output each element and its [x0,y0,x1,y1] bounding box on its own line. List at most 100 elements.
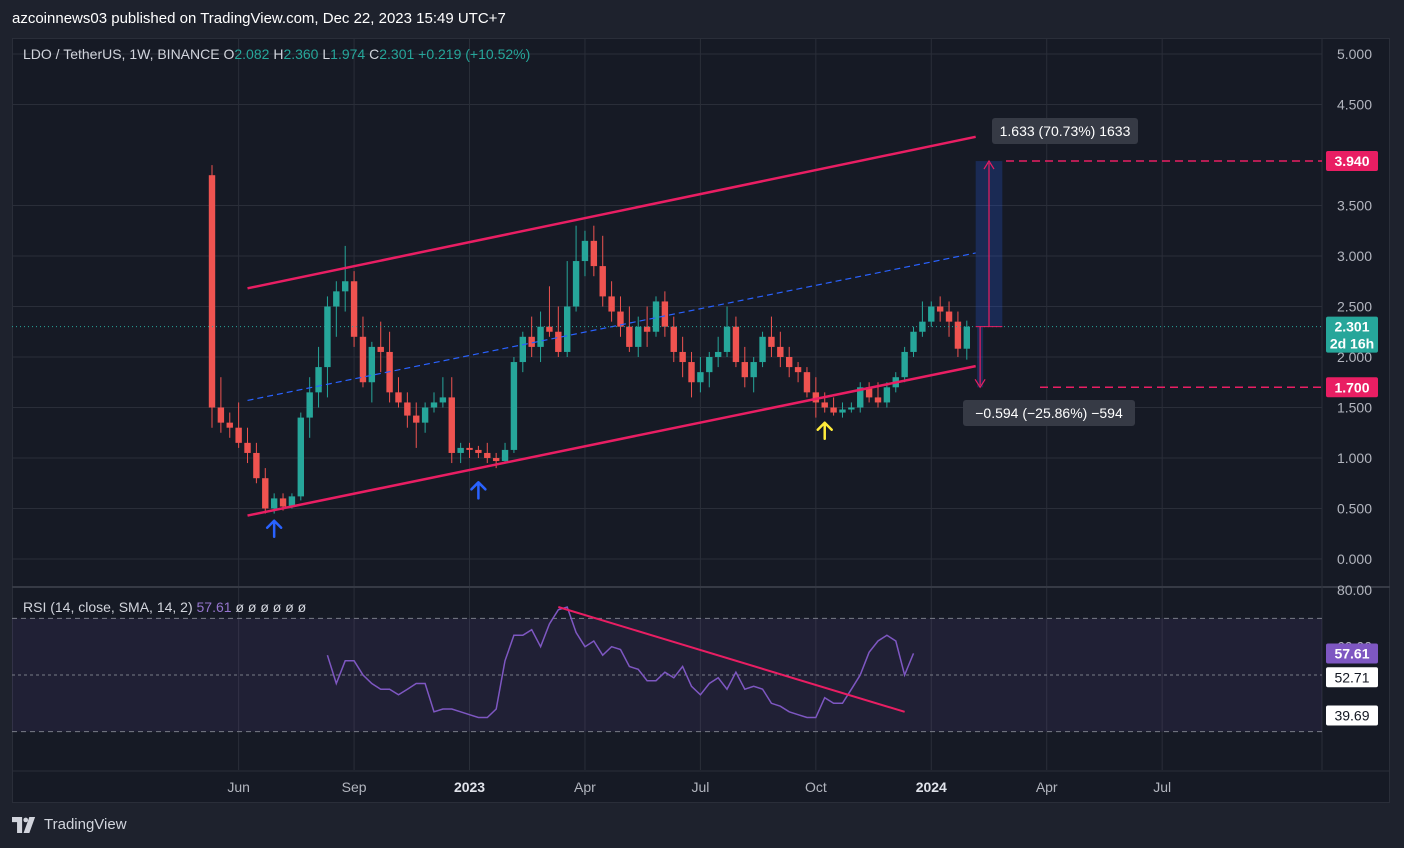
candle-body-33 [501,449,509,462]
rsi-sma-tag-bg [1326,667,1378,688]
rsi-level-tag-bg [1326,705,1378,726]
tradingview-logo-icon [12,816,36,833]
price-tick-label: 5.000 [1337,46,1372,62]
measure-up-label: 1.633 (70.73%) 1633 [1000,123,1131,139]
rsi-sma-tag: 52.71 [1334,669,1369,685]
candle-body-69 [821,402,828,408]
candle-body-52 [670,326,677,352]
price-tick-label: 2.500 [1337,299,1372,315]
chart-svg[interactable]: 1.633 (70.73%) 1633 −0.594 (−25.86%) −594… [0,0,1404,806]
ohlc-legend: LDO / TetherUS, 1W, BINANCE O2.082 H2.36… [23,46,530,62]
rsi-layer [326,606,915,719]
candle-body-24 [421,407,429,423]
rsi-trendline [558,606,905,713]
candle-body-63 [768,336,775,347]
candle-body-12 [315,367,322,393]
price-tick-label: 1.000 [1337,450,1372,466]
legend-close-value: 2.301 [379,46,418,62]
rsi-legend: RSI (14, close, SMA, 14, 2) 57.61 ø ø ø … [23,599,307,615]
time-tick-label: 2023 [454,779,485,795]
candle-body-40 [564,306,571,352]
candle-body-67 [803,372,811,393]
time-tick-label: Oct [805,779,827,795]
price-tick-label: 0.500 [1337,501,1372,517]
candle-body-14 [333,291,340,307]
top-bar: azcoinnews03 published on TradingView.co… [0,0,1404,38]
legend-low-value: 1.974 [330,46,369,62]
time-tick-label: 2024 [916,779,947,795]
channel-midline [247,252,976,402]
candle-body-31 [484,452,491,458]
candle-body-4 [244,442,251,453]
time-tick-label: Sep [342,779,367,795]
candle-body-28 [457,447,464,453]
arrow-up-icon-0 [265,519,283,538]
candle-body-35 [519,336,526,363]
candle-body-41 [572,261,580,307]
time-tick-label: Jul [1153,779,1171,795]
target-price-tag-bg [1326,151,1378,172]
candle-body-13 [324,306,331,368]
candles [208,165,970,514]
rsi-legend-placeholders: ø ø ø ø ø ø [235,599,306,615]
rsi-background [12,617,1322,733]
candle-body-30 [475,449,482,453]
candle-body-23 [413,415,420,423]
candle-body-64 [777,346,784,357]
candle-body-78 [901,351,908,378]
candle-body-75 [874,397,882,403]
price-tick-label: 1.500 [1337,400,1372,416]
candle-body-53 [679,351,686,363]
arrow-up-icon-2 [816,421,833,440]
time-tick-label: Apr [574,779,596,795]
candle-body-36 [528,336,535,347]
candle-body-80 [919,321,926,332]
target-price-tag: 3.940 [1334,153,1369,169]
candle-body-70 [830,407,837,413]
rsi-value-tag: 57.61 [1334,645,1369,661]
candle-body-0 [208,175,216,408]
rsi-legend-title: RSI (14, close, SMA, 14, 2) [23,599,197,615]
legend-change: +0.219 (+10.52%) [418,46,530,62]
candle-body-79 [910,331,917,352]
candle-body-39 [555,331,562,352]
publisher-line: azcoinnews03 published on TradingView.co… [12,10,506,27]
channel-upper-line [247,135,976,290]
candle-body-60 [741,362,748,378]
legend-symbol: LDO / TetherUS, 1W, BINANCE [23,46,223,62]
candle-body-3 [235,427,242,443]
time-tick-label: Apr [1036,779,1058,795]
candle-body-25 [430,402,438,408]
drawings: 1.633 (70.73%) 1633 −0.594 (−25.86%) −594 [12,118,1322,538]
candle-body-17 [359,336,367,383]
candle-body-27 [448,397,455,453]
candle-body-5 [253,452,260,479]
time-tick-label: Jul [691,779,709,795]
candle-body-76 [883,387,891,403]
candle-body-21 [395,392,402,403]
candle-body-22 [404,402,411,416]
candle-body-29 [466,447,473,450]
last-price-tag-bg [1326,316,1378,353]
candle-body-44 [599,266,606,297]
legend-close-label: C [369,46,379,62]
candle-body-58 [723,326,731,352]
candle-body-84 [954,321,962,349]
measure-down-arrow-head [974,378,986,389]
legend-open-label: O [223,46,234,62]
tradingview-logo[interactable]: TradingView [12,816,127,833]
candle-body-47 [626,326,633,347]
legend-open-value: 2.082 [234,46,273,62]
candle-body-38 [546,326,553,332]
candle-body-59 [732,326,740,363]
candle-body-18 [368,346,376,383]
candle-body-74 [865,387,873,398]
candle-body-72 [848,407,855,410]
candle-body-51 [661,301,669,327]
candle-body-34 [510,362,518,450]
rsi-line [326,606,915,719]
legend-low-label: L [322,46,330,62]
candle-body-10 [297,417,304,497]
candle-body-26 [439,397,447,403]
rsi-legend-value: 57.61 [197,599,236,615]
